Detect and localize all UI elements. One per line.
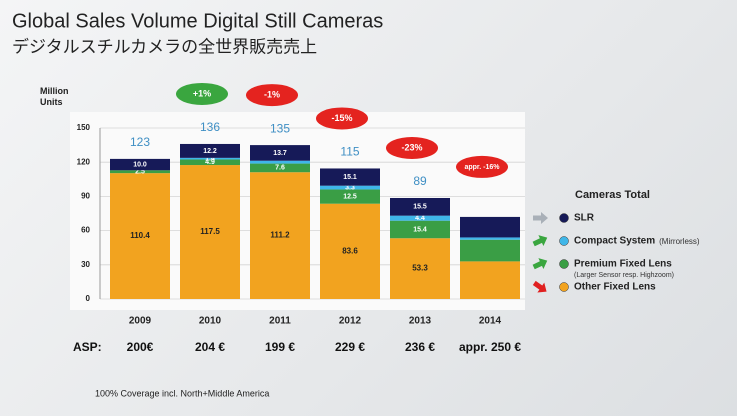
bar-segment bbox=[320, 189, 380, 204]
bar-segment bbox=[320, 168, 380, 186]
data-label: 110.4 bbox=[130, 231, 150, 240]
bar-segment bbox=[250, 145, 310, 161]
data-label: 12.5 bbox=[343, 193, 357, 200]
chart-subtitle: デジタルスチルカメラの全世界販売売上 bbox=[12, 36, 317, 56]
bar-segment bbox=[180, 159, 240, 166]
data-label: 15.4 bbox=[413, 226, 427, 233]
data-label: 83.6 bbox=[342, 246, 358, 255]
x-tick-label: 2009 bbox=[129, 316, 152, 327]
change-label: -1% bbox=[264, 89, 280, 99]
bar-segment bbox=[110, 158, 170, 171]
asp-value: 236 € bbox=[405, 340, 435, 354]
x-tick-label: 2011 bbox=[269, 316, 291, 327]
bar-segment bbox=[250, 172, 310, 299]
data-label: 12.2 bbox=[203, 148, 217, 155]
bar-segment bbox=[460, 239, 520, 262]
bar-segment bbox=[390, 197, 450, 216]
legend-swatch bbox=[559, 282, 569, 292]
total-label: 115 bbox=[340, 145, 359, 159]
legend-label: Premium Fixed Lens bbox=[574, 259, 672, 270]
y-tick-label: 150 bbox=[77, 123, 91, 132]
data-label: 4.4 bbox=[415, 215, 425, 222]
bar-segment bbox=[180, 143, 240, 158]
bar-segment bbox=[110, 173, 170, 299]
asp-value: 204 € bbox=[195, 340, 225, 354]
bar-segment bbox=[250, 160, 310, 164]
bar-segment bbox=[110, 170, 170, 174]
change-label: -15% bbox=[331, 113, 352, 123]
legend-label: Compact System bbox=[574, 236, 655, 247]
change-label: +1% bbox=[193, 88, 211, 98]
bar-segment bbox=[460, 216, 520, 238]
y-axis-label: Million Units bbox=[40, 86, 69, 107]
trend-arrow bbox=[532, 235, 548, 247]
x-tick-label: 2014 bbox=[479, 316, 502, 327]
bar-segment bbox=[320, 203, 380, 299]
x-tick-label: 2012 bbox=[339, 316, 362, 327]
bar-segment bbox=[460, 261, 520, 299]
data-label: 117.5 bbox=[200, 227, 220, 236]
y-tick-label: 90 bbox=[81, 192, 90, 201]
asp-label: ASP: bbox=[73, 340, 102, 354]
legend-note: (Mirrorless) bbox=[659, 237, 700, 246]
change-bubble bbox=[246, 84, 298, 107]
x-tick-label: 2010 bbox=[199, 316, 222, 327]
change-bubble bbox=[316, 107, 368, 130]
data-label: 3.3 bbox=[345, 184, 355, 191]
bar-segment bbox=[180, 157, 240, 160]
trend-arrow bbox=[533, 212, 548, 224]
x-tick-label: 2013 bbox=[409, 316, 432, 327]
asp-value: appr. 250 € bbox=[459, 340, 521, 354]
bar-segment bbox=[390, 215, 450, 221]
asp-value: 199 € bbox=[265, 340, 295, 354]
data-label: 13.7 bbox=[273, 150, 287, 157]
bar-segment bbox=[390, 238, 450, 299]
change-bubble bbox=[176, 82, 228, 105]
data-label: 111.2 bbox=[270, 231, 290, 240]
y-tick-label: 0 bbox=[86, 294, 91, 303]
change-bubble bbox=[386, 136, 438, 159]
change-label: -23% bbox=[401, 142, 422, 152]
bar-segment bbox=[390, 220, 450, 239]
data-label: 53.3 bbox=[412, 264, 428, 273]
asp-value: 229 € bbox=[335, 340, 365, 354]
trend-arrow bbox=[532, 280, 547, 293]
legend-swatch bbox=[559, 236, 569, 246]
data-label: 1.4 bbox=[205, 156, 215, 163]
y-tick-label: 120 bbox=[77, 157, 91, 166]
data-label: 15.1 bbox=[343, 174, 357, 181]
bar-segment bbox=[460, 237, 520, 240]
total-label: 123 bbox=[130, 135, 150, 149]
legend-swatch bbox=[559, 259, 569, 269]
legend-note: (Larger Sensor resp. Highzoom) bbox=[574, 272, 674, 279]
bar-segment bbox=[180, 165, 240, 299]
total-label: 89 bbox=[413, 174, 427, 188]
data-label: 15.5 bbox=[413, 204, 427, 211]
change-bubble bbox=[456, 155, 508, 178]
data-label: 2.5 bbox=[135, 169, 145, 176]
legend-title: Cameras Total bbox=[575, 189, 650, 201]
y-tick-label: 60 bbox=[81, 226, 90, 235]
footnote: 100% Coverage incl. North+Middle America bbox=[95, 388, 269, 398]
trend-arrow bbox=[532, 258, 548, 270]
legend-label: Other Fixed Lens bbox=[574, 282, 656, 293]
y-tick-label: 30 bbox=[81, 260, 90, 269]
total-label: 135 bbox=[270, 121, 290, 135]
legend-swatch bbox=[559, 213, 569, 223]
chart-title: Global Sales Volume Digital Still Camera… bbox=[12, 10, 383, 32]
change-label: appr. -16% bbox=[464, 164, 500, 171]
bar-segment bbox=[320, 185, 380, 190]
total-label: 136 bbox=[200, 120, 220, 134]
data-label: 4.9 bbox=[205, 159, 215, 166]
data-label: 10.0 bbox=[133, 161, 147, 168]
asp-value: 200€ bbox=[127, 340, 154, 354]
bar-segment bbox=[250, 163, 310, 173]
legend-label: SLR bbox=[574, 213, 595, 224]
data-label: 7.6 bbox=[275, 165, 285, 172]
